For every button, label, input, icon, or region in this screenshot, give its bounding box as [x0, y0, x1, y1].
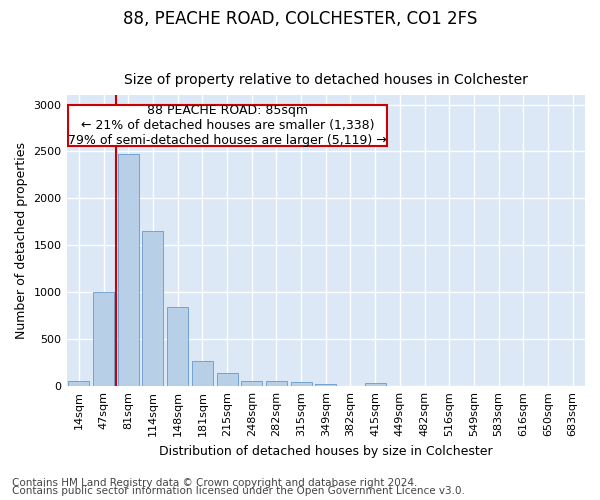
- FancyBboxPatch shape: [68, 104, 388, 146]
- Bar: [217, 373, 238, 386]
- Text: 88, PEACHE ROAD, COLCHESTER, CO1 2FS: 88, PEACHE ROAD, COLCHESTER, CO1 2FS: [123, 10, 477, 28]
- Bar: [68, 381, 89, 386]
- Bar: [365, 384, 386, 386]
- Bar: [290, 382, 311, 386]
- Text: Contains HM Land Registry data © Crown copyright and database right 2024.: Contains HM Land Registry data © Crown c…: [12, 478, 418, 488]
- Bar: [266, 382, 287, 386]
- Y-axis label: Number of detached properties: Number of detached properties: [15, 142, 28, 339]
- Bar: [93, 292, 114, 386]
- Bar: [142, 232, 163, 386]
- Bar: [167, 308, 188, 386]
- Bar: [118, 154, 139, 386]
- X-axis label: Distribution of detached houses by size in Colchester: Distribution of detached houses by size …: [159, 444, 493, 458]
- Bar: [192, 361, 213, 386]
- Text: Contains public sector information licensed under the Open Government Licence v3: Contains public sector information licen…: [12, 486, 465, 496]
- Title: Size of property relative to detached houses in Colchester: Size of property relative to detached ho…: [124, 73, 528, 87]
- Bar: [241, 381, 262, 386]
- Text: 88 PEACHE ROAD: 85sqm
← 21% of detached houses are smaller (1,338)
79% of semi-d: 88 PEACHE ROAD: 85sqm ← 21% of detached …: [68, 104, 387, 146]
- Bar: [315, 384, 336, 386]
